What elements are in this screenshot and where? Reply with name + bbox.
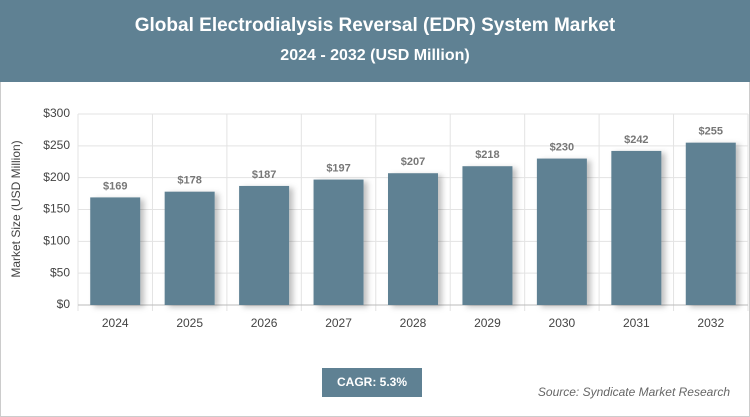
x-tick-label: 2024 bbox=[102, 316, 129, 330]
y-tick-label: $250 bbox=[43, 138, 70, 152]
bar bbox=[313, 179, 364, 305]
x-tick-label: 2025 bbox=[176, 316, 203, 330]
value-label: $255 bbox=[699, 126, 723, 138]
x-tick-label: 2028 bbox=[400, 316, 427, 330]
y-axis-label: Market Size (USD Million) bbox=[9, 140, 23, 277]
x-tick-label: 2030 bbox=[549, 316, 576, 330]
bar bbox=[239, 185, 290, 305]
bar bbox=[611, 150, 662, 305]
y-tick-label: $0 bbox=[57, 297, 71, 311]
bar bbox=[90, 197, 141, 305]
value-label: $218 bbox=[475, 149, 499, 161]
value-label: $187 bbox=[252, 169, 276, 181]
value-label: $169 bbox=[103, 180, 127, 192]
y-tick-label: $100 bbox=[43, 234, 70, 248]
y-tick-label: $200 bbox=[43, 170, 70, 184]
chart-title: Global Electrodialysis Reversal (EDR) Sy… bbox=[135, 15, 616, 36]
value-label: $230 bbox=[550, 141, 574, 153]
y-tick-label: $150 bbox=[43, 202, 70, 216]
x-tick-label: 2031 bbox=[623, 316, 650, 330]
value-label: $207 bbox=[401, 156, 425, 168]
value-label: $242 bbox=[624, 134, 648, 146]
chart-subtitle: 2024 - 2032 (USD Million) bbox=[280, 47, 469, 64]
header bbox=[0, 0, 750, 82]
bar bbox=[685, 142, 736, 305]
source: Source: Syndicate Market Research bbox=[538, 385, 730, 399]
bar bbox=[462, 166, 513, 305]
value-label: $197 bbox=[326, 162, 350, 174]
cagr-label: CAGR: 5.3% bbox=[337, 375, 407, 389]
x-tick-label: 2032 bbox=[697, 316, 724, 330]
bar bbox=[536, 158, 587, 305]
bar bbox=[388, 173, 438, 305]
x-tick-label: 2029 bbox=[474, 316, 501, 330]
x-tick-label: 2026 bbox=[251, 316, 278, 330]
y-tick-label: $50 bbox=[50, 265, 70, 279]
cagr-box bbox=[322, 368, 422, 397]
x-tick-label: 2027 bbox=[325, 316, 352, 330]
y-tick-label: $300 bbox=[43, 106, 70, 120]
value-label: $178 bbox=[177, 175, 201, 187]
bar bbox=[164, 191, 215, 305]
